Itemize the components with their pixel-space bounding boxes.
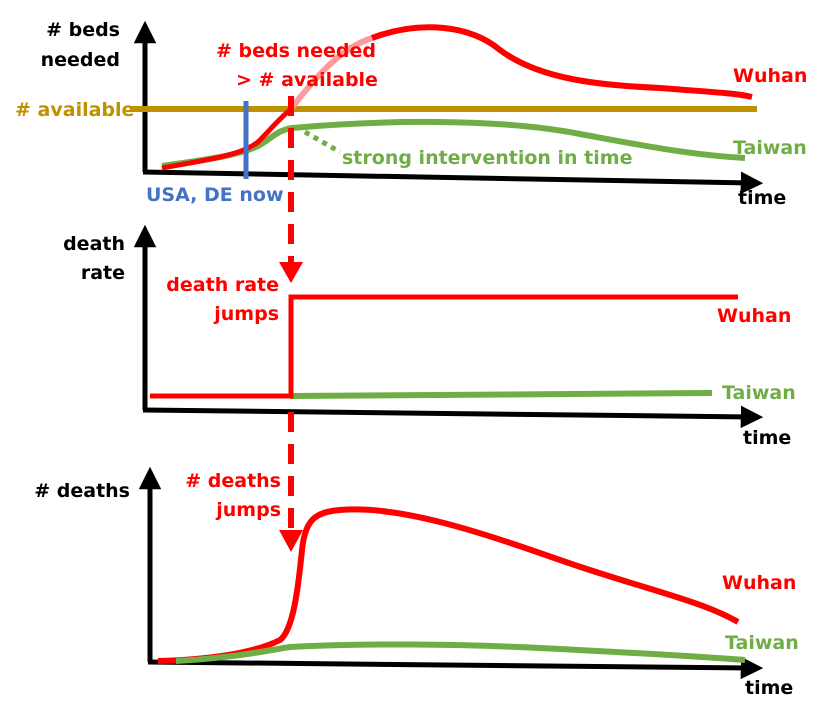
taiwan-deathrate-line (289, 390, 713, 399)
available-label: # available (15, 99, 134, 121)
intervention-label: strong intervention in time (342, 147, 632, 169)
taiwan-deaths-curve (175, 641, 746, 664)
panel3-y-label: # deaths (34, 480, 130, 502)
arrow-beds-to-deathrate (279, 96, 303, 283)
deathrate-annotation-line1: death rate (166, 274, 279, 296)
panel3-taiwan-label: Taiwan (725, 632, 799, 654)
panel2-y-label-line2: rate (81, 262, 125, 284)
deaths-annotation-line2: jumps (215, 499, 281, 521)
beds-annotation-line1: # beds needed (216, 40, 376, 62)
beds-annotation-line2: > # available (236, 69, 378, 91)
wuhan-deathrate-line (150, 294, 738, 399)
deathrate-annotation-line2: jumps (213, 303, 279, 325)
panel3-wuhan-label: Wuhan (722, 572, 796, 594)
arrow-head-2 (279, 530, 303, 552)
deaths-annotation-line1: # deaths (185, 470, 281, 492)
now-label: USA, DE now (146, 184, 284, 206)
panel3-x-label: time (745, 677, 793, 699)
wuhan-deaths-curve (157, 506, 740, 664)
panel1-y-label-line1: # beds (46, 19, 120, 41)
panel2-y-label-line1: death (63, 233, 125, 255)
panel2-wuhan-label: Wuhan (717, 305, 791, 327)
wuhan-beds-curve-light (287, 35, 373, 112)
arrow-deathrate-to-deaths (279, 412, 303, 552)
arrow-head-1 (279, 262, 303, 283)
panel3-x-axis (147, 656, 764, 680)
intervention-dotted-line (303, 129, 342, 155)
panel1-wuhan-label: Wuhan (733, 65, 807, 87)
panel-beds-needed: # beds needed # available # beds needed … (15, 19, 807, 209)
panel2-taiwan-label: Taiwan (722, 382, 796, 404)
panel2-x-label: time (743, 427, 791, 449)
panel1-taiwan-label: Taiwan (733, 137, 807, 159)
panel1-x-axis (142, 169, 764, 195)
panel-death-rate: death rate death rate jumps Wuhan Taiwan… (63, 224, 796, 449)
panel2-x-axis (142, 405, 764, 429)
wuhan-beds-curve (370, 24, 753, 100)
panel1-y-label-line2: needed (41, 49, 120, 71)
wuhan-beds-curve-early (161, 108, 292, 171)
panel1-x-label: time (738, 187, 786, 209)
panel-deaths: # deaths # deaths jumps Wuhan Taiwan tim… (34, 466, 799, 699)
